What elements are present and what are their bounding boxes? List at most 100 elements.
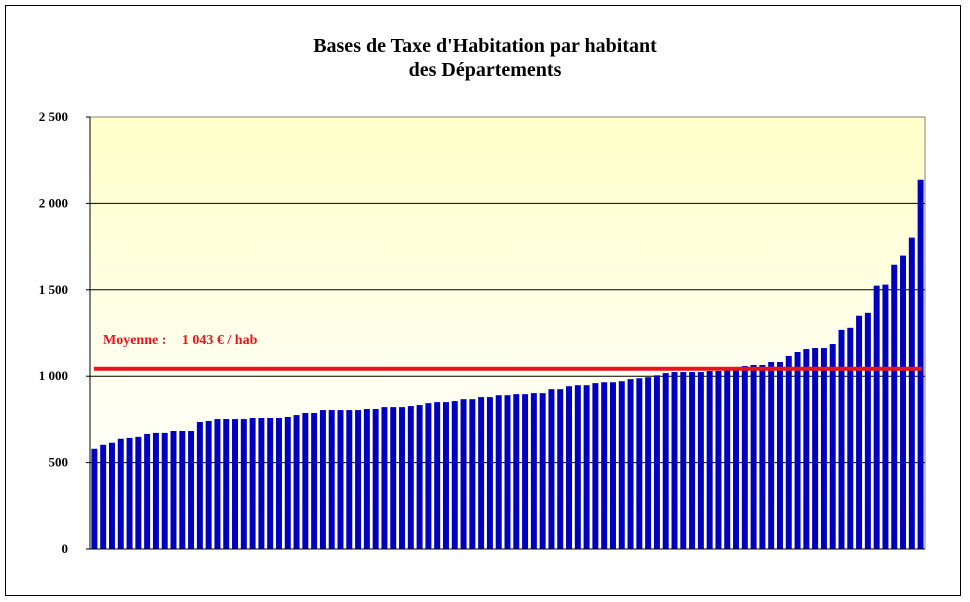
bar [803,349,810,549]
bar [170,430,177,549]
bar [715,371,722,549]
bar [522,394,529,549]
bar [566,386,573,549]
bar [407,406,414,549]
bar [390,407,397,549]
bar [706,371,713,549]
bar [425,403,432,549]
bar [214,419,221,549]
y-tick-label: 1 500 [39,282,68,297]
bar [856,315,863,549]
bar [495,395,502,549]
bar [689,372,696,549]
bar [416,405,423,549]
bar [636,378,643,549]
bar [399,407,406,549]
bar [618,381,625,549]
y-tick-label: 0 [62,541,69,556]
bar [91,448,98,549]
bar [135,436,142,549]
bar [671,372,678,549]
bar [645,377,652,549]
bar [873,285,880,549]
y-tick-label: 500 [49,455,69,470]
bar [284,416,291,549]
bar [223,419,230,549]
chart-title: Bases de Taxe d'Habitation par habitant … [0,34,970,82]
bar [311,413,318,549]
bar [847,327,854,549]
chart-title-line1: Bases de Taxe d'Habitation par habitant [313,35,657,57]
y-tick-label: 1 000 [39,368,68,383]
bar [117,438,124,549]
bar [513,394,520,549]
bar [355,410,362,549]
bar [882,284,889,549]
bar [785,355,792,549]
bar [126,437,133,549]
bar [179,430,186,549]
bar [557,389,564,549]
bar [838,329,845,549]
bar [460,399,467,549]
chart-frame [5,5,961,596]
bar [434,402,441,549]
bar [328,410,335,549]
y-tick-label: 2 500 [39,109,68,124]
bar [337,410,344,549]
bar [302,413,309,549]
bar [759,364,766,549]
bar [917,179,924,550]
bar [232,419,239,549]
bar [601,382,608,549]
bar [293,415,300,549]
bar [583,385,590,549]
bar [548,389,555,549]
bar [100,444,107,549]
bar [776,362,783,549]
bar [205,420,212,549]
bar [469,399,476,549]
bar [258,418,265,549]
bar [144,433,151,549]
bar [381,407,388,549]
average-label: Moyenne : 1 043 € / hab [103,333,258,348]
bar [741,366,748,549]
bar [592,383,599,549]
bar [319,410,326,549]
bar [486,397,493,549]
bar [161,432,168,549]
y-tick-label: 2 000 [39,195,68,210]
bar [275,418,282,549]
bar [478,397,485,549]
bar [451,401,458,549]
bar [733,370,740,549]
bar [539,393,546,549]
bar [152,432,159,549]
bar [812,348,819,549]
bar [794,352,801,549]
bar [504,395,511,549]
bar [891,264,898,549]
bar [908,237,915,550]
bar [900,255,907,549]
bar [442,402,449,549]
bar [267,418,274,549]
bar [363,409,370,549]
bar [240,419,247,549]
bar [196,421,203,549]
bar [864,312,871,549]
bar [750,364,757,549]
average-label-value: 1 043 € / hab [182,333,258,348]
bar [188,430,195,549]
bar [768,362,775,549]
bar [574,385,581,549]
bar [627,379,634,549]
bar [662,373,669,549]
bar [820,348,827,549]
average-label-prefix: Moyenne : [103,333,166,348]
bar [372,409,379,549]
bar [829,344,836,549]
bar [108,442,115,549]
